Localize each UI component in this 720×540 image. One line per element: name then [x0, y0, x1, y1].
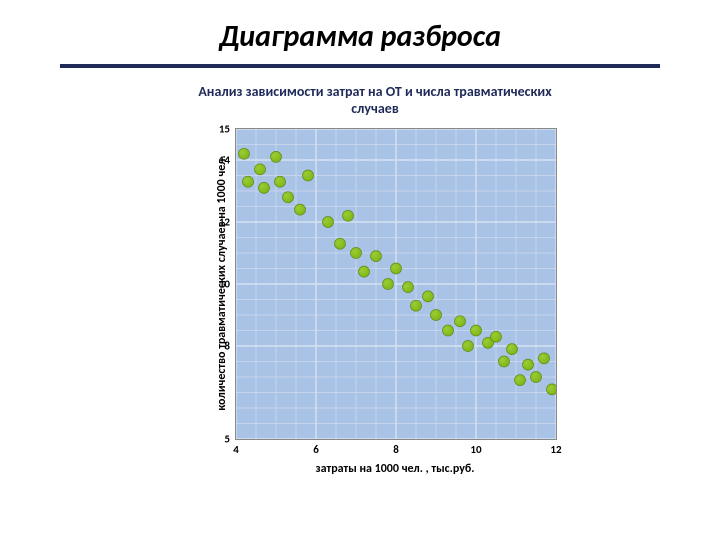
x-tick-label: 12 — [550, 439, 561, 456]
x-tick-label: 10 — [470, 439, 481, 456]
plot-svg — [236, 129, 556, 439]
x-tick-label: 8 — [393, 439, 399, 456]
data-point — [283, 191, 294, 202]
data-point — [303, 170, 314, 181]
data-point — [531, 371, 542, 382]
slide-title: Диаграмма разброса — [0, 18, 720, 55]
data-point — [507, 343, 518, 354]
data-point — [239, 148, 250, 159]
x-axis-label: затраты на 1000 чел. , тыс.руб. — [235, 462, 555, 476]
data-point — [259, 182, 270, 193]
data-point — [411, 300, 422, 311]
x-tick-label: 4 — [233, 439, 239, 456]
data-point — [499, 356, 510, 367]
data-point — [391, 263, 402, 274]
y-tick-label: 14 — [219, 153, 236, 166]
data-point — [343, 210, 354, 221]
slide: Диаграмма разброса Анализ зависимости за… — [0, 0, 720, 540]
data-point — [455, 315, 466, 326]
data-point — [275, 176, 286, 187]
data-point — [359, 266, 370, 277]
title-underline — [60, 64, 660, 68]
data-point — [539, 352, 550, 363]
data-point — [323, 216, 334, 227]
data-point — [443, 325, 454, 336]
data-point — [403, 281, 414, 292]
data-point — [255, 163, 266, 174]
chart-title: Анализ зависимости затрат на ОТ и числа … — [175, 84, 575, 118]
data-point — [471, 325, 482, 336]
data-point — [383, 278, 394, 289]
data-point — [523, 359, 534, 370]
data-point — [491, 331, 502, 342]
data-point — [547, 383, 557, 394]
data-point — [335, 238, 346, 249]
y-tick-label: 12 — [219, 215, 236, 228]
data-point — [463, 340, 474, 351]
data-point — [371, 250, 382, 261]
data-point — [515, 374, 526, 385]
data-point — [295, 204, 306, 215]
data-point — [243, 176, 254, 187]
y-tick-label: 15 — [219, 122, 236, 135]
data-point — [351, 247, 362, 258]
plot-area: 58101214154681012 — [235, 128, 557, 440]
data-point — [431, 309, 442, 320]
y-tick-label: 8 — [224, 339, 236, 352]
data-point — [423, 290, 434, 301]
data-point — [271, 151, 282, 162]
x-tick-label: 6 — [313, 439, 319, 456]
scatter-chart: Анализ зависимости затрат на ОТ и числа … — [175, 84, 575, 476]
y-tick-label: 10 — [219, 277, 236, 290]
